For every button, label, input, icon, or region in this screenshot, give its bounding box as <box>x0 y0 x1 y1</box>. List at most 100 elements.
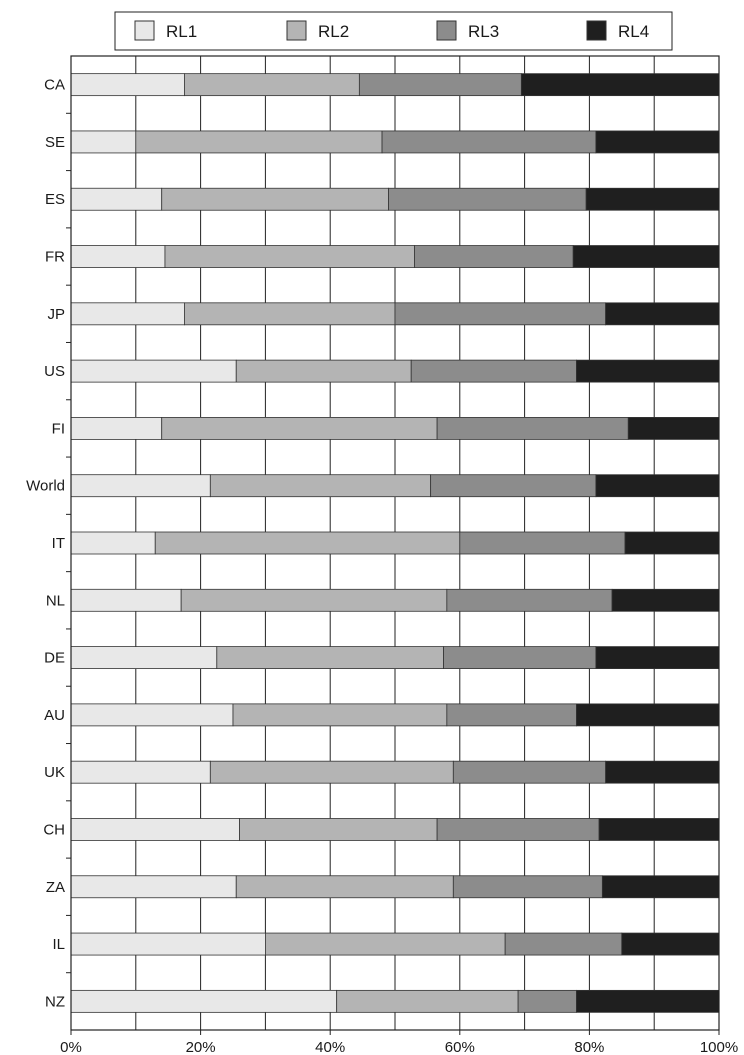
y-tick-label: FI <box>52 420 65 437</box>
bar-rl1-nz <box>70 989 338 1013</box>
bar-rl2-it <box>154 531 461 555</box>
y-tick-label: ZA <box>46 879 65 896</box>
bar-rl4-es <box>585 187 720 211</box>
bar-rl3-ch <box>436 818 600 841</box>
bar-rl2-au <box>232 703 448 727</box>
x-tick-label: 40% <box>315 1039 345 1055</box>
bar-rl3-uk <box>452 760 607 784</box>
bar-rl4-nl <box>611 588 720 612</box>
bar-rl2-fr <box>164 245 415 268</box>
bar-rl3-it <box>459 531 626 555</box>
bar-rl1-uk <box>70 760 211 784</box>
bars <box>70 73 720 1013</box>
y-axis-labels: CA SE ES FR JP US FI World IT NL DE AU UK CH ZA IL NZ <box>26 77 65 1011</box>
bar-rl3-fi <box>436 417 629 440</box>
bar-rl4-jp <box>605 302 720 326</box>
x-tick-label: 80% <box>574 1039 604 1055</box>
bar-rl3-za <box>452 875 603 899</box>
x-tick-label: 0% <box>60 1039 82 1055</box>
y-tick-label: NL <box>46 592 65 609</box>
y-tick-label: IT <box>52 535 65 552</box>
y-tick-label: SE <box>45 134 65 151</box>
bar-rl3-world <box>430 474 597 498</box>
bar-rl3-fr <box>414 245 574 268</box>
bar-rl1-world <box>70 474 211 498</box>
bar-rl1-se <box>70 130 137 154</box>
bar-rl2-es <box>161 187 389 211</box>
bar-rl3-ca <box>358 73 522 97</box>
legend-frame <box>114 11 673 51</box>
bar-rl1-fr <box>70 245 166 268</box>
bar-rl4-il <box>621 932 720 956</box>
bar-rl2-ch <box>239 818 438 841</box>
bar-rl3-au <box>446 703 577 727</box>
bar-rl1-ca <box>70 73 185 97</box>
y-tick-label: ES <box>45 191 65 208</box>
bar-rl4-se <box>595 130 720 154</box>
bar-rl3-nz <box>517 989 577 1013</box>
legend-label-rl2: RL2 <box>318 22 349 41</box>
bar-rl1-il <box>70 932 266 956</box>
bar-rl3-nl <box>446 588 613 612</box>
y-tick-label: FR <box>45 249 65 266</box>
y-tick-label: IL <box>52 936 65 953</box>
bar-rl2-us <box>235 359 412 383</box>
bar-rl4-us <box>576 359 720 383</box>
bar-rl4-fi <box>627 417 720 440</box>
y-tick-label: CA <box>44 77 65 94</box>
legend-swatch-rl4 <box>586 20 607 41</box>
bar-rl2-nl <box>180 588 448 612</box>
legend-swatch-rl3 <box>436 20 457 41</box>
y-tick-label: DE <box>44 650 65 667</box>
bar-rl2-world <box>209 474 432 498</box>
x-tick-label: 20% <box>186 1039 216 1055</box>
bar-rl3-il <box>504 932 623 956</box>
bar-rl2-ca <box>183 73 360 97</box>
bar-rl1-au <box>70 703 234 727</box>
bar-rl1-it <box>70 531 156 555</box>
bar-rl4-fr <box>572 245 720 268</box>
bar-rl1-nl <box>70 588 182 612</box>
bar-rl4-it <box>624 531 720 555</box>
y-tick-label: UK <box>44 764 65 781</box>
bar-rl4-ca <box>520 73 720 97</box>
bar-rl2-za <box>235 875 454 899</box>
bar-rl3-es <box>388 187 587 211</box>
bar-rl3-jp <box>394 302 607 326</box>
y-tick-label: AU <box>44 707 65 724</box>
bar-rl1-es <box>70 187 163 211</box>
bar-rl4-za <box>601 875 720 899</box>
bar-rl2-fi <box>161 417 438 440</box>
x-tick-label: 100% <box>700 1039 738 1055</box>
bar-rl2-jp <box>183 302 396 326</box>
legend-label-rl3: RL3 <box>468 22 499 41</box>
y-tick-label: JP <box>47 306 65 323</box>
bar-rl1-ch <box>70 818 240 841</box>
bar-rl1-jp <box>70 302 185 326</box>
bar-rl3-us <box>410 359 577 383</box>
y-tick-label: CH <box>43 821 65 838</box>
bar-rl4-world <box>595 474 720 498</box>
bar-rl3-se <box>381 130 597 154</box>
bar-rl1-de <box>70 646 218 669</box>
y-tick-label: NZ <box>45 993 65 1010</box>
bar-rl4-ch <box>598 818 720 841</box>
legend: RL1 RL2 RL3 RL4 <box>114 11 673 51</box>
bar-rl4-au <box>576 703 720 727</box>
x-axis-labels: 0% 20% 40% 60% 80% 100% <box>60 1039 738 1055</box>
bar-rl1-us <box>70 359 237 383</box>
bar-rl1-fi <box>70 417 163 440</box>
y-tick-label: US <box>44 363 65 380</box>
bar-rl4-nz <box>576 989 720 1013</box>
legend-label-rl4: RL4 <box>618 22 649 41</box>
bar-rl2-il <box>264 932 506 956</box>
bar-rl2-nz <box>336 989 519 1013</box>
bar-rl1-za <box>70 875 237 899</box>
bar-rl2-se <box>135 130 383 154</box>
bar-rl2-de <box>216 646 445 669</box>
legend-label-rl1: RL1 <box>166 22 197 41</box>
x-tick-label: 60% <box>445 1039 475 1055</box>
bar-rl2-uk <box>209 760 454 784</box>
bar-rl3-de <box>443 646 597 669</box>
